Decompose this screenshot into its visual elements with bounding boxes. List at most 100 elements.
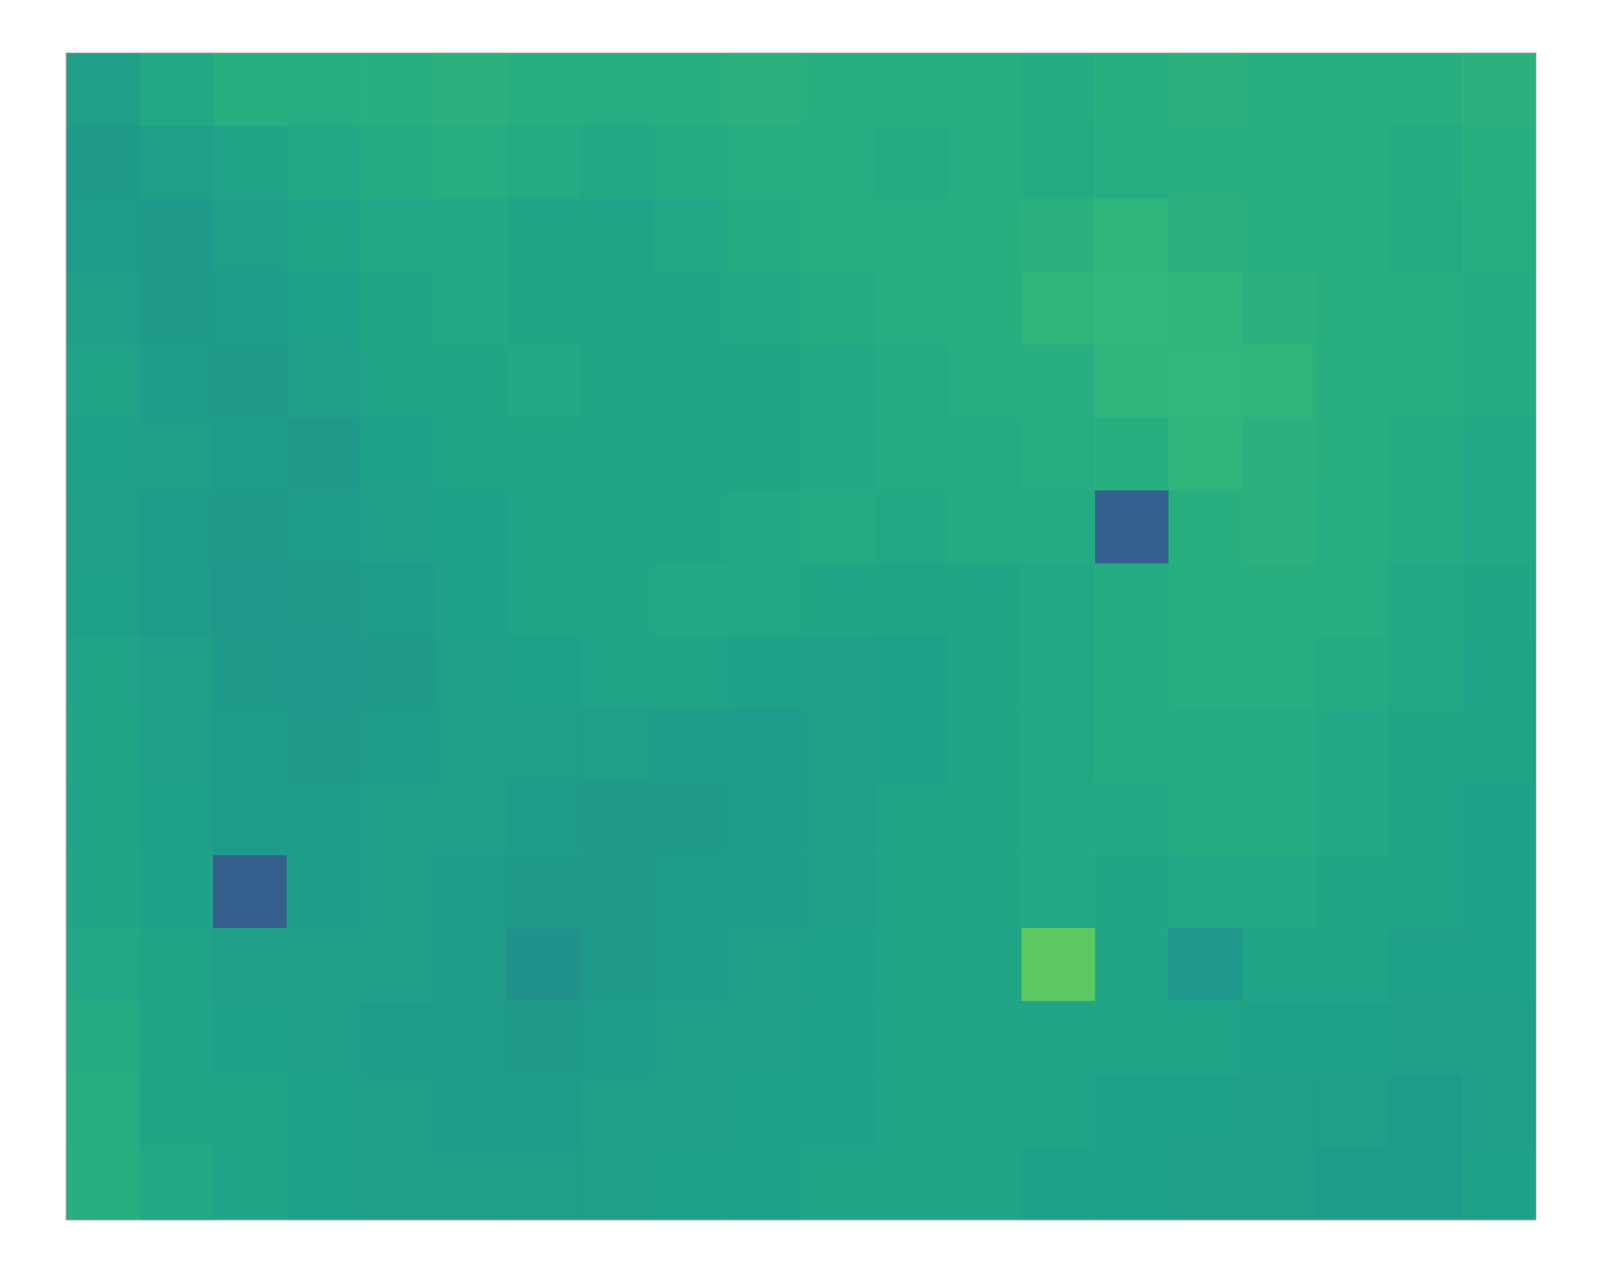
heat-cell xyxy=(66,1000,140,1075)
heat-cell xyxy=(213,198,287,273)
heat-cell xyxy=(1388,781,1463,856)
heat-cell xyxy=(1094,563,1169,638)
heat-cell xyxy=(286,927,360,1002)
heat-cell xyxy=(66,198,140,273)
heat-cell xyxy=(727,52,802,127)
heat-cell xyxy=(66,417,140,492)
heat-cell xyxy=(727,636,802,711)
heat-cell xyxy=(1021,125,1095,200)
heat-cell xyxy=(653,708,728,783)
heat-cell xyxy=(507,198,581,273)
heat-cell xyxy=(1021,563,1095,638)
heat-cell xyxy=(727,1000,802,1075)
heat-cell xyxy=(66,781,140,856)
heat-cell xyxy=(213,344,287,419)
heat-cell xyxy=(1094,1000,1169,1075)
heat-cell xyxy=(948,636,1022,711)
heat-cell xyxy=(727,1146,802,1220)
heat-cell xyxy=(874,198,949,273)
heat-cell xyxy=(286,1073,360,1148)
heat-cell xyxy=(1168,1073,1243,1148)
heat-cell xyxy=(1094,854,1169,929)
heat-cell xyxy=(1388,1000,1463,1075)
heat-cell xyxy=(1242,1000,1316,1075)
chart xyxy=(0,0,1600,1272)
heat-cell xyxy=(1242,708,1316,783)
heat-cell xyxy=(580,344,655,419)
heat-cell xyxy=(139,344,214,419)
heat-cell xyxy=(948,271,1022,346)
heat-cell xyxy=(1462,198,1536,273)
heat-cell xyxy=(66,1146,140,1220)
heat-cell xyxy=(1242,417,1316,492)
heat-cell xyxy=(1168,708,1243,783)
heat-cell xyxy=(507,854,581,929)
heat-cell xyxy=(286,636,360,711)
heat-cell xyxy=(286,781,360,856)
heat-cell xyxy=(1388,854,1463,929)
heat-cell xyxy=(213,1146,287,1220)
heat-cell xyxy=(286,854,360,929)
heat-cell xyxy=(653,198,728,273)
heat-cell xyxy=(874,490,949,565)
heat-cell xyxy=(874,1000,949,1075)
heat-cell xyxy=(874,708,949,783)
heat-cell xyxy=(213,52,287,127)
heat-cell xyxy=(727,927,802,1002)
heat-cell xyxy=(66,1073,140,1148)
heat-cell xyxy=(727,198,802,273)
heat-cell xyxy=(948,927,1022,1002)
heat-cell xyxy=(948,1146,1022,1220)
heat-cell xyxy=(1315,563,1390,638)
heat-cell xyxy=(213,781,287,856)
heat-cell xyxy=(1242,854,1316,929)
heat-cell xyxy=(874,271,949,346)
heat-cell xyxy=(727,563,802,638)
heat-cell xyxy=(874,636,949,711)
heat-cell xyxy=(653,854,728,929)
heat-cell xyxy=(507,125,581,200)
heat-cell xyxy=(874,781,949,856)
heat-cell xyxy=(1242,125,1316,200)
heat-cell xyxy=(507,490,581,565)
heat-cell xyxy=(1315,636,1390,711)
heat-cell xyxy=(507,344,581,419)
heat-cell xyxy=(213,125,287,200)
heat-cell xyxy=(580,490,655,565)
heat-cell xyxy=(801,417,875,492)
heat-cell xyxy=(213,636,287,711)
heat-cell xyxy=(1462,417,1536,492)
heat-cell xyxy=(286,198,360,273)
heat-cell xyxy=(580,1073,655,1148)
heat-cell xyxy=(1242,52,1316,127)
heat-cell xyxy=(286,563,360,638)
heat-cell xyxy=(874,417,949,492)
heat-cell xyxy=(66,927,140,1002)
heat-cell xyxy=(1168,563,1243,638)
heat-cell xyxy=(1388,636,1463,711)
heat-cell xyxy=(139,417,214,492)
heat-cell xyxy=(653,490,728,565)
heat-cell xyxy=(1315,708,1390,783)
heat-cell xyxy=(1094,1146,1169,1220)
heat-cell xyxy=(874,1073,949,1148)
heat-cell xyxy=(507,1146,581,1220)
heat-cell xyxy=(1021,417,1095,492)
heat-cell xyxy=(213,708,287,783)
heat-cell xyxy=(1021,854,1095,929)
heat-cell xyxy=(801,271,875,346)
heat-cell xyxy=(948,125,1022,200)
heat-cell xyxy=(1168,781,1243,856)
heat-cell xyxy=(1388,125,1463,200)
heat-cell xyxy=(359,1146,434,1220)
heat-cell xyxy=(1242,781,1316,856)
heat-cell xyxy=(1168,636,1243,711)
heat-cell xyxy=(727,854,802,929)
heat-cell xyxy=(727,417,802,492)
heat-cell xyxy=(1094,198,1169,273)
heat-cell xyxy=(139,927,214,1002)
heat-cell xyxy=(580,854,655,929)
heat-cell xyxy=(1094,52,1169,127)
heat-cell xyxy=(286,271,360,346)
heat-cell xyxy=(1094,271,1169,346)
